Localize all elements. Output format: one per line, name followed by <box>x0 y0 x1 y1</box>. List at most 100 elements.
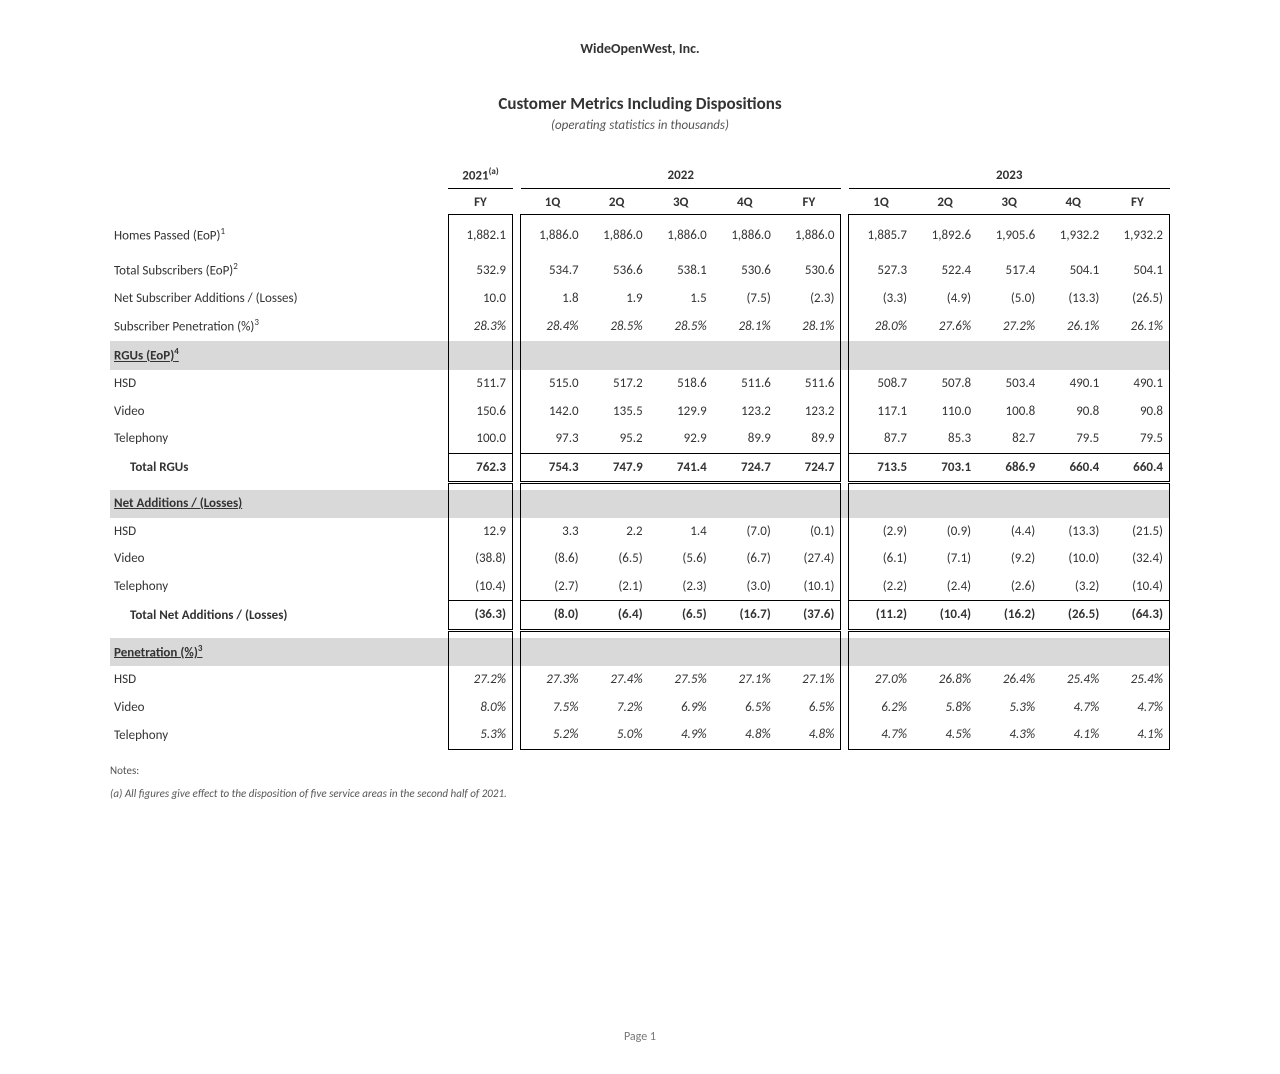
cell: 517.2 <box>585 370 649 398</box>
row-label: Total Subscribers (EoP)2 <box>110 256 440 285</box>
cell: (11.2) <box>849 601 913 631</box>
cell: 10.0 <box>448 285 512 313</box>
cell: (2.9) <box>849 518 913 546</box>
cell: 87.7 <box>849 425 913 453</box>
cell: (7.0) <box>713 518 777 546</box>
cell: 6.5% <box>713 694 777 722</box>
cell: 530.6 <box>713 256 777 285</box>
cell: 129.9 <box>649 398 713 426</box>
row-label: Net Subscriber Additions / (Losses) <box>110 285 440 313</box>
cell: 26.8% <box>913 666 977 694</box>
section-header: RGUs (EoP)4 <box>110 341 1170 370</box>
page-title: Customer Metrics Including Dispositions <box>60 93 1220 114</box>
cell: 527.3 <box>849 256 913 285</box>
col-fy23: FY <box>1105 188 1169 215</box>
col-fy22: FY <box>777 188 841 215</box>
col-4q23: 4Q <box>1041 188 1105 215</box>
cell: (2.2) <box>849 573 913 601</box>
row-label: HSD <box>110 666 440 694</box>
cell: 135.5 <box>585 398 649 426</box>
cell: 504.1 <box>1041 256 1105 285</box>
cell: 27.6% <box>913 312 977 341</box>
cell: (2.6) <box>977 573 1041 601</box>
cell: 536.6 <box>585 256 649 285</box>
section-header: Net Additions / (Losses) <box>110 490 1170 518</box>
cell: 142.0 <box>521 398 585 426</box>
col-fy21: FY <box>448 188 512 215</box>
cell: 511.6 <box>777 370 841 398</box>
cell: 1.8 <box>521 285 585 313</box>
cell: 1,886.0 <box>585 221 649 250</box>
cell: 27.4% <box>585 666 649 694</box>
cell: 28.5% <box>649 312 713 341</box>
cell: (6.4) <box>585 601 649 631</box>
cell: 490.1 <box>1041 370 1105 398</box>
col-4q22: 4Q <box>713 188 777 215</box>
cell: 26.1% <box>1105 312 1169 341</box>
cell: (2.1) <box>585 573 649 601</box>
cell: 1,882.1 <box>448 221 512 250</box>
cell: 89.9 <box>713 425 777 453</box>
cell: 28.1% <box>777 312 841 341</box>
cell: 1,885.7 <box>849 221 913 250</box>
table-row: Total Subscribers (EoP)2532.9534.7536.65… <box>110 256 1170 285</box>
notes-label: Notes: <box>110 764 1170 777</box>
cell: 6.2% <box>849 694 913 722</box>
table-row: Video150.6142.0135.5129.9123.2123.2117.1… <box>110 398 1170 426</box>
cell: 5.8% <box>913 694 977 722</box>
cell: 703.1 <box>913 453 977 483</box>
cell: 25.4% <box>1105 666 1169 694</box>
cell: 741.4 <box>649 453 713 483</box>
metrics-table: 2021(a) 2022 2023 FY 1Q 2Q 3Q 4Q FY 1Q 2… <box>110 161 1170 750</box>
cell: (27.4) <box>777 545 841 573</box>
table-row: Video(38.8)(8.6)(6.5)(5.6)(6.7)(27.4)(6.… <box>110 545 1170 573</box>
cell: 518.6 <box>649 370 713 398</box>
cell: 123.2 <box>777 398 841 426</box>
table-row: Total RGUs762.3754.3747.9741.4724.7724.7… <box>110 453 1170 483</box>
cell: (0.1) <box>777 518 841 546</box>
cell: 28.0% <box>849 312 913 341</box>
cell: 532.9 <box>448 256 512 285</box>
note-a: (a) All figures give effect to the dispo… <box>110 787 1170 800</box>
cell: (4.9) <box>913 285 977 313</box>
cell: 517.4 <box>977 256 1041 285</box>
cell: 27.1% <box>777 666 841 694</box>
cell: 515.0 <box>521 370 585 398</box>
row-label: Telephony <box>110 425 440 453</box>
cell: (13.3) <box>1041 518 1105 546</box>
cell: (3.3) <box>849 285 913 313</box>
cell: 7.2% <box>585 694 649 722</box>
period-header-row: FY 1Q 2Q 3Q 4Q FY 1Q 2Q 3Q 4Q FY <box>110 188 1170 215</box>
cell: 28.3% <box>448 312 512 341</box>
section-header: Penetration (%)3 <box>110 638 1170 667</box>
cell: 27.2% <box>448 666 512 694</box>
cell: 26.1% <box>1041 312 1105 341</box>
cell: 150.6 <box>448 398 512 426</box>
table-row: Telephony5.3%5.2%5.0%4.9%4.8%4.8%4.7%4.5… <box>110 721 1170 749</box>
company-name: WideOpenWest, Inc. <box>60 40 1220 57</box>
cell: 508.7 <box>849 370 913 398</box>
row-label: Subscriber Penetration (%)3 <box>110 312 440 341</box>
col-2q22: 2Q <box>585 188 649 215</box>
cell: (5.6) <box>649 545 713 573</box>
cell: 100.8 <box>977 398 1041 426</box>
row-label: Video <box>110 545 440 573</box>
cell: 4.5% <box>913 721 977 749</box>
cell: 1,932.2 <box>1105 221 1169 250</box>
cell: 6.9% <box>649 694 713 722</box>
cell: 1.4 <box>649 518 713 546</box>
cell: 28.1% <box>713 312 777 341</box>
cell: (32.4) <box>1105 545 1169 573</box>
cell: (2.7) <box>521 573 585 601</box>
year-2023: 2023 <box>849 161 1170 188</box>
cell: 4.1% <box>1041 721 1105 749</box>
cell: 5.2% <box>521 721 585 749</box>
cell: 5.0% <box>585 721 649 749</box>
col-1q22: 1Q <box>521 188 585 215</box>
table-row: Telephony(10.4)(2.7)(2.1)(2.3)(3.0)(10.1… <box>110 573 1170 601</box>
row-label: Total RGUs <box>110 453 440 483</box>
cell: (6.1) <box>849 545 913 573</box>
cell: 25.4% <box>1041 666 1105 694</box>
cell: 1,905.6 <box>977 221 1041 250</box>
cell: 754.3 <box>521 453 585 483</box>
